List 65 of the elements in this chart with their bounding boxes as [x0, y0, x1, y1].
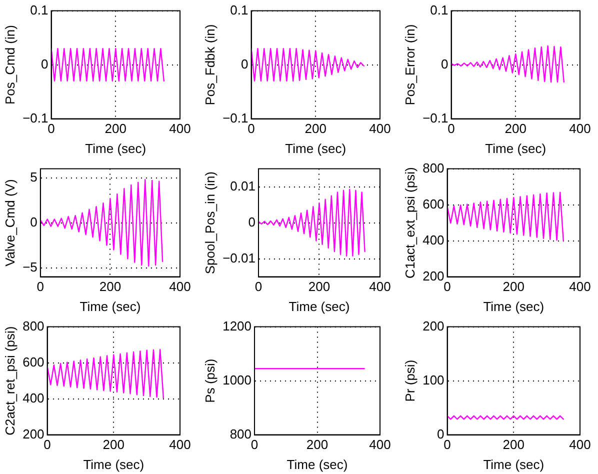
x-tick-label: 200: [306, 437, 328, 452]
y-tick-label: −0.1: [222, 110, 248, 126]
y-tick-label: 0.01: [230, 178, 256, 194]
y-tick-label: 800: [230, 426, 252, 442]
y-tick-label: 0: [441, 56, 448, 72]
y-axis-title: Pos_Error (in): [402, 24, 418, 106]
y-tick-label: 0: [41, 56, 48, 72]
x-tick-label: 400: [169, 121, 191, 136]
y-tick-label: 5: [30, 169, 38, 184]
x-tick-label: 400: [369, 279, 391, 294]
x-tick-label: 400: [169, 437, 191, 452]
x-tick-label: 200: [504, 121, 526, 136]
y-axis-title: Pos_Fdbk (in): [202, 24, 218, 106]
y-tick-label: 200: [422, 268, 444, 284]
x-axis-title: Time (sec): [85, 140, 146, 156]
x-tick-label: 200: [502, 437, 524, 452]
y-tick-label: 100: [422, 372, 444, 388]
y-axis-title: Pr (psi): [402, 360, 418, 402]
x-tick-label: 200: [308, 279, 330, 294]
y-tick-label: 0: [30, 214, 38, 230]
y-tick-label: 800: [22, 318, 44, 334]
y-tick-label: −5: [22, 259, 38, 274]
x-axis-title: Time (sec): [483, 456, 544, 472]
x-tick-label: 400: [569, 279, 591, 294]
y-tick-label: 0.1: [230, 2, 248, 18]
y-tick-label: 200: [22, 426, 44, 442]
x-tick-label: 200: [304, 121, 326, 136]
x-tick-label: 400: [569, 121, 591, 136]
y-tick-label: 600: [422, 196, 444, 212]
y-axis-title: C1act_ext_psi (psi): [402, 167, 418, 278]
y-tick-label: 400: [22, 390, 44, 406]
y-tick-label: 200: [422, 318, 444, 334]
x-axis-title: Time (sec): [83, 456, 144, 472]
x-tick-label: 200: [99, 279, 122, 294]
x-tick-label: 200: [502, 279, 524, 294]
y-tick-label: 0.1: [30, 2, 48, 18]
y-axis-title: C2act_ret_psi (psi): [2, 326, 18, 436]
x-axis-title: Time (sec): [485, 140, 546, 156]
x-axis-title: Time (sec): [80, 298, 141, 314]
y-axis-title: Pos_Cmd (in): [2, 25, 18, 105]
x-tick-label: 400: [169, 279, 191, 294]
x-tick-label: 400: [369, 121, 391, 136]
x-tick-label: 200: [102, 437, 124, 452]
y-tick-label: 0: [241, 56, 248, 72]
y-tick-label: 400: [422, 232, 444, 248]
y-tick-label: −0.1: [422, 110, 448, 126]
x-tick-label: 200: [104, 121, 126, 136]
y-tick-label: 800: [422, 160, 444, 176]
x-axis-title: Time (sec): [285, 140, 346, 156]
y-tick-label: 0: [437, 426, 444, 442]
y-tick-label: −0.01: [222, 250, 256, 266]
y-tick-label: 1000: [222, 372, 252, 388]
y-tick-label: 0: [248, 214, 256, 230]
y-tick-label: 600: [22, 354, 44, 370]
x-axis-title: Time (sec): [286, 456, 348, 472]
y-axis-title: Ps (psi): [202, 358, 218, 403]
x-tick-label: 400: [369, 437, 391, 452]
y-tick-label: 1200: [222, 318, 252, 334]
y-axis-title: Spool_Pos_in (in): [202, 171, 218, 274]
y-axis-title: Valve_Cmd (V): [2, 179, 18, 266]
y-tick-label: 0.1: [430, 2, 448, 18]
x-tick-label: 400: [569, 437, 591, 452]
x-axis-title: Time (sec): [288, 298, 350, 314]
y-tick-label: −0.1: [22, 110, 48, 126]
x-axis-title: Time (sec): [483, 298, 544, 314]
